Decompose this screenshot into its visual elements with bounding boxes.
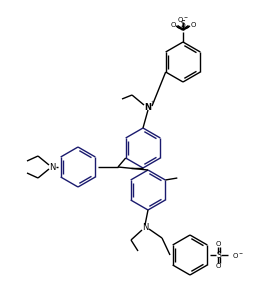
Text: S: S <box>181 20 185 29</box>
Text: O$^-$: O$^-$ <box>177 15 189 23</box>
Text: O$^-$: O$^-$ <box>232 251 244 259</box>
Text: O: O <box>170 22 176 28</box>
Text: N: N <box>49 162 55 172</box>
Text: $^+$: $^+$ <box>150 100 156 106</box>
Text: S: S <box>217 251 221 259</box>
Text: O: O <box>215 263 221 269</box>
Text: O: O <box>215 241 221 247</box>
Text: N: N <box>142 223 148 233</box>
Text: N: N <box>145 102 151 112</box>
Text: O: O <box>190 22 196 28</box>
